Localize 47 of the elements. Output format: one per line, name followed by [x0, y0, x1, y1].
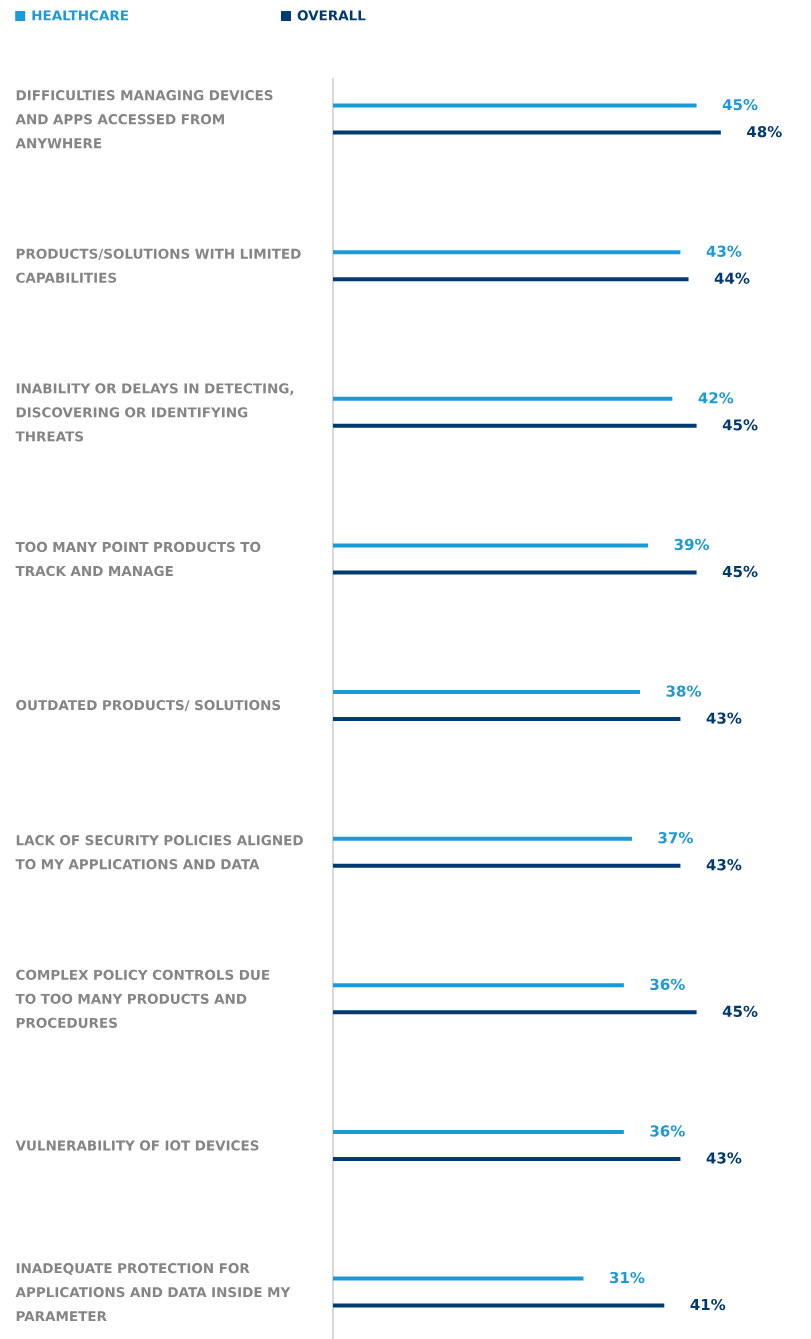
bar [333, 570, 697, 575]
y-tick-label: INADEQUATE PROTECTION FOR APPLICATIONS AND DATA INSIDE MY PARAMETER [15, 1263, 291, 1322]
bar [333, 1303, 665, 1308]
data-label: 43% [706, 712, 742, 724]
bar [333, 130, 721, 135]
legend-label: OVERALL [297, 10, 366, 21]
y-tick-label: OUTDATED PRODUCTS/ SOLUTIONS [16, 699, 281, 712]
bar [333, 863, 681, 868]
y-tick-label: DIFFICULTIES MANAGING DEVICES AND APPS ACCESSED FROM ANYWHERE [15, 90, 273, 149]
bar [333, 396, 673, 401]
data-label: 45% [722, 419, 758, 431]
bar [333, 543, 649, 548]
bar [333, 1129, 624, 1134]
data-label: 43% [706, 245, 742, 257]
data-label: 31% [610, 1271, 645, 1284]
data-label: 38% [666, 685, 701, 697]
data-label: 37% [658, 832, 693, 844]
legend-label: HEALTHCARE [32, 10, 129, 21]
y-tick-label: INABILITY OR DELAYS IN DETECTING, DISCOVERING OR IDENTIFYING THREATS [15, 383, 294, 442]
data-label: 36% [650, 978, 685, 991]
data-label: 41% [690, 1298, 726, 1311]
data-label: 45% [722, 565, 758, 578]
data-label: 48% [747, 125, 782, 138]
data-label: 36% [650, 1125, 685, 1137]
y-tick-label: TOO MANY POINT PRODUCTS TO TRACK AND MANAGE [15, 541, 261, 577]
data-label: 39% [674, 538, 710, 551]
bar [333, 690, 641, 695]
bar [333, 1156, 681, 1161]
bar [333, 983, 624, 988]
y-tick-label: PRODUCTS/SOLUTIONS WITH LIMITED CAPABILITIES [16, 248, 301, 283]
data-label: 43% [706, 1152, 742, 1164]
y-tick-label: VULNERABILITY OF IOT DEVICES [15, 1140, 259, 1151]
data-label: 44% [714, 272, 750, 284]
data-label: 42% [698, 392, 734, 404]
bar [333, 277, 689, 282]
bar [333, 250, 681, 255]
y-tick-label: COMPLEX POLICY CONTROLS DUE TO TOO MANY PRODUCTS AND PROCEDURES [15, 969, 270, 1028]
bar [333, 1276, 584, 1281]
data-label: 43% [706, 859, 742, 871]
bar [333, 1010, 697, 1015]
data-label: 45% [722, 98, 758, 111]
bar [333, 836, 632, 841]
data-label: 45% [722, 1005, 758, 1018]
bar [333, 103, 697, 108]
bar [333, 423, 697, 428]
bar [333, 717, 681, 722]
y-tick-label: LACK OF SECURITY POLICIES ALIGNED TO MY APPLICATIONS AND DATA [15, 835, 303, 870]
